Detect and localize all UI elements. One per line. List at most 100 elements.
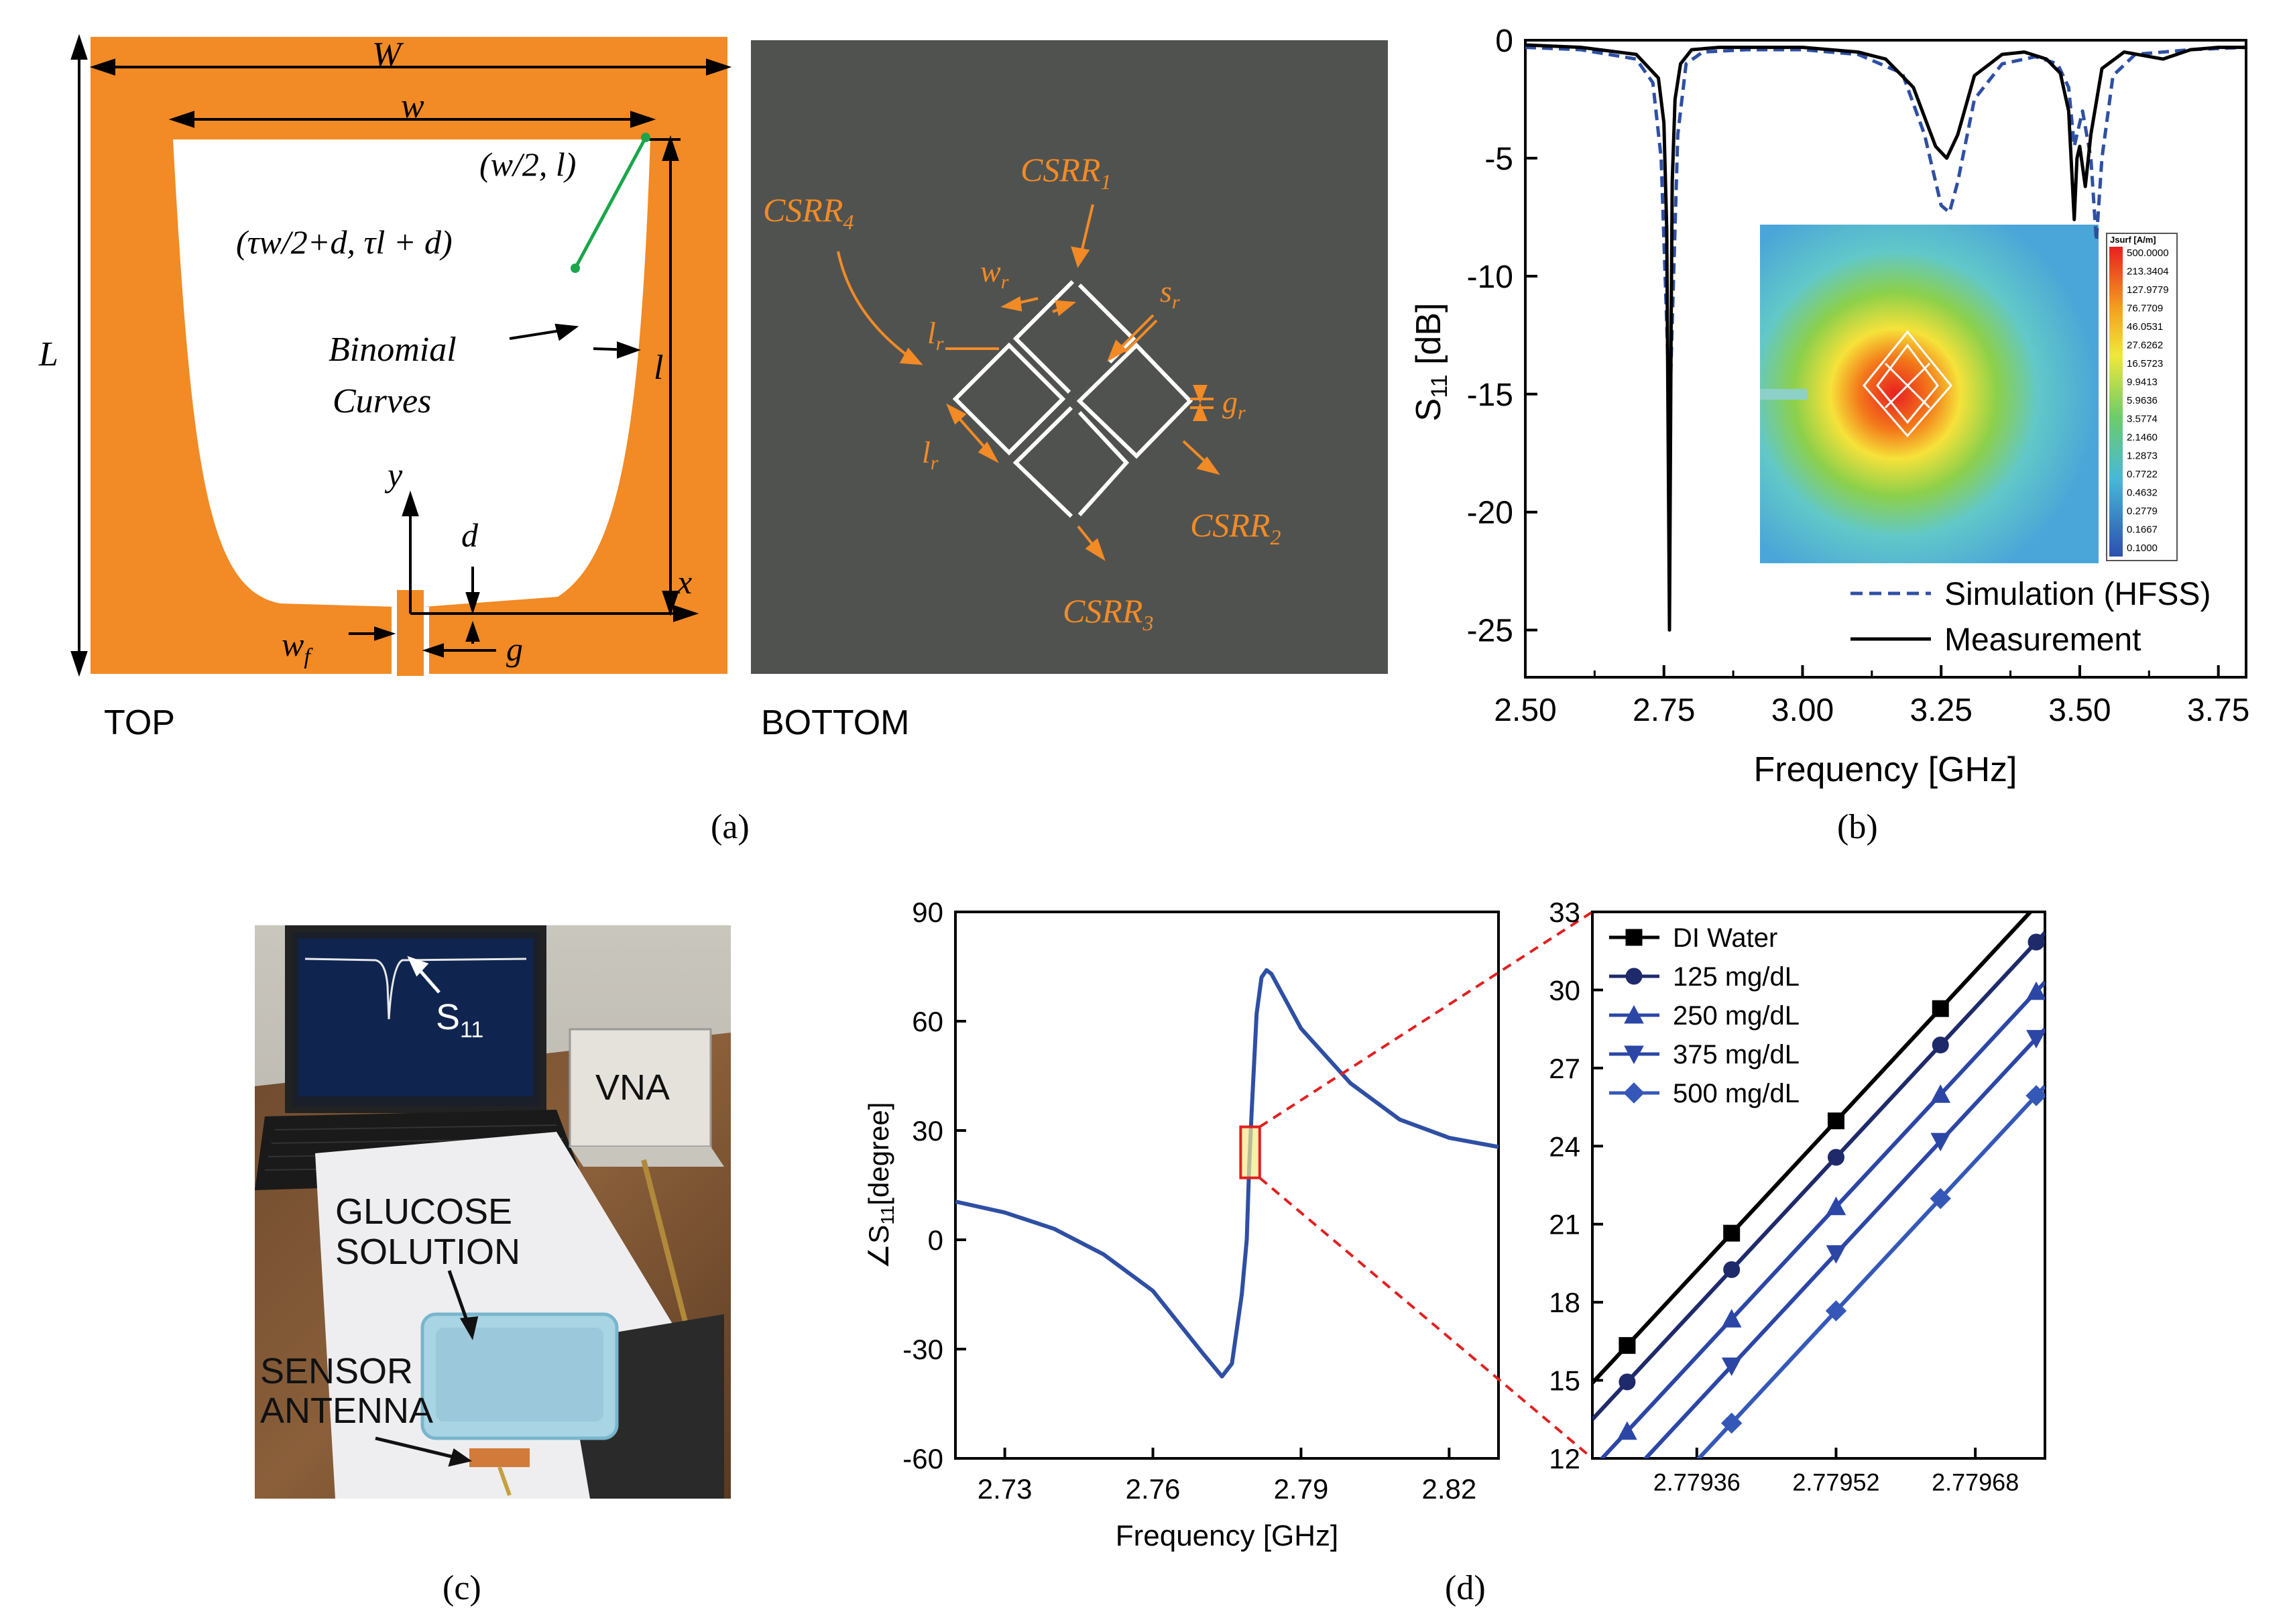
inset-legend-value: 0.2779: [2127, 506, 2158, 517]
b-series-measurement: [1525, 43, 2246, 632]
b-ylabel: S11 [dB]: [1409, 303, 1452, 422]
lr1-label: lr: [927, 316, 944, 355]
tau-arrow: [573, 136, 648, 270]
d-ytick-label: -30: [902, 1334, 943, 1365]
dz-ytick-label: 27: [1549, 1053, 1580, 1084]
binomial-label-1: Binomial: [329, 331, 457, 369]
b-xtick-label: 3.00: [1771, 693, 1834, 728]
b-xticks: 2.50 2.75 3.00 3.25 3.50 3.75: [1494, 665, 2249, 728]
d-xticks: 2.73 2.76 2.79 2.82: [978, 1448, 1476, 1505]
d-ylabel: ∠S11[degree]: [863, 1102, 898, 1269]
dz-marker: [2025, 1085, 2045, 1106]
csrr-4-ring: [952, 342, 1066, 456]
panel-a-top: W w L l (w/2, l) (τw/2+d, τl + d) Binomi…: [38, 34, 732, 742]
b-ytick-label: 0: [1495, 23, 1513, 59]
w-label: w: [401, 87, 424, 125]
inset-legend-value: 213.3404: [2127, 266, 2169, 278]
dz-marker: [1623, 1082, 1645, 1104]
dz-ytick-label: 33: [1549, 896, 1580, 928]
legend-meas-label: Measurement: [1944, 622, 2141, 658]
l-label: l: [654, 349, 663, 387]
dz-series-line: [1643, 1027, 2045, 1458]
caption-c: (c): [443, 1569, 481, 1607]
d-xtick-label: 2.76: [1126, 1473, 1181, 1505]
b-ytick-label: -10: [1467, 259, 1513, 295]
binomial-slot: [173, 139, 650, 626]
zoom-box: [1239, 1125, 1261, 1179]
inset-legend-value: 9.9413: [2127, 377, 2158, 388]
dz-marker: [1930, 1133, 1951, 1152]
b-yticks: 0 -5 -10 -15 -20 -25: [1467, 23, 1537, 649]
inset-legend-value: 0.4632: [2127, 487, 2158, 499]
d-ytick-label: 0: [928, 1224, 943, 1256]
g-label: g: [506, 630, 523, 668]
dz-legend-label: 125 mg/dL: [1673, 962, 1800, 992]
dz-marker: [1617, 1421, 1637, 1440]
wr-label: wr: [980, 254, 1009, 293]
dz-xticks: 2.77936 2.77952 2.77968: [1653, 1448, 2019, 1496]
dz-xtick-label: 2.77968: [1932, 1468, 2019, 1496]
dz-legend-label: 500 mg/dL: [1673, 1079, 1800, 1108]
panel-c-photo: S11 VNA GLUCOSE SOLUTION SENSOR ANTENNA: [255, 925, 731, 1499]
c-glucose-label-1: GLUCOSE: [335, 1192, 512, 1232]
dz-ytick-label: 21: [1549, 1209, 1580, 1240]
inset-legend-value: 1.2873: [2127, 451, 2158, 462]
dz-legend-label: 375 mg/dL: [1673, 1040, 1800, 1069]
dz-marker: [2026, 1030, 2045, 1049]
dz-legend-label: DI Water: [1673, 923, 1777, 953]
d-plot-frame: [954, 911, 1500, 1460]
point-inner-label: (τw/2+d, τl + d): [236, 223, 453, 261]
inset-legend-value: 76.7709: [2127, 303, 2163, 314]
dz-marker: [1624, 1045, 1644, 1065]
sr-label: sr: [1160, 274, 1180, 313]
caption-a: (a): [711, 808, 750, 846]
d-zoom-box: [1239, 911, 1594, 1460]
L-label: L: [38, 335, 58, 373]
dz-legend: DI Water 125 mg/dL 250 mg/dL 375 mg/dL 500 m…: [1609, 923, 1800, 1108]
dz-legend-label: 250 mg/dL: [1673, 1001, 1800, 1031]
inset-legend-value: 16.5723: [2127, 358, 2163, 369]
inset-legend-value: 500.0000: [2127, 247, 2169, 259]
dz-marker: [1723, 1224, 1741, 1242]
dz-ytick-label: 12: [1549, 1443, 1580, 1474]
x-label: x: [677, 563, 692, 601]
dz-marker: [1720, 1412, 1743, 1434]
dz-ytick-label: 24: [1549, 1130, 1580, 1162]
dz-series-line: [1696, 1084, 2045, 1458]
d-ytick-label: 60: [912, 1006, 943, 1037]
panel-a-bottom: CSRR1 CSRR4 CSRR2 CSRR3 wr sr lr lr gr B…: [751, 40, 1388, 742]
dz-ytick-label: 30: [1549, 974, 1580, 1006]
csrr-3-ring: [1012, 406, 1130, 518]
dz-series-line: [1592, 912, 2034, 1385]
dz-marker: [1827, 1112, 1844, 1130]
panel-b: 0 -5 -10 -15 -20 -25 2.50 2.75 3.00 3.25 3.50 3.75…: [1409, 23, 2249, 789]
dz-marker: [1723, 1261, 1741, 1278]
csrr4-label: CSRR4: [763, 191, 854, 234]
d-series: [955, 968, 1499, 1379]
dz-marker: [1826, 1245, 1846, 1264]
d-xtick-label: 2.82: [1421, 1473, 1476, 1505]
y-label: y: [384, 456, 403, 494]
inset-legend-values: 500.0000 213.3404 127.9779 76.7709 46.0531 27…: [2127, 247, 2169, 554]
dz-xtick-label: 2.77952: [1792, 1468, 1879, 1496]
inset-legend-value: 2.1460: [2127, 432, 2158, 443]
inset-legend-title: Jsurf [A/m]: [2110, 235, 2156, 245]
gr-label: gr: [1222, 385, 1246, 424]
zoom-connector-bottom: [1258, 1177, 1594, 1460]
dz-yticks: 33 30 27 24 21 18 15 12: [1549, 896, 1603, 1474]
b-ytick-label: -5: [1484, 141, 1513, 177]
d-xlabel: Frequency [GHz]: [1116, 1519, 1339, 1552]
bottom-label: BOTTOM: [761, 703, 909, 742]
dz-plot-frame: [1591, 911, 2046, 1460]
point-outer-label: (w/2, l): [479, 146, 576, 183]
feed-gap-right: [424, 607, 429, 674]
caption-d: (d): [1445, 1569, 1486, 1607]
dz-series-line: [1592, 931, 2045, 1421]
feed-gap-left: [392, 607, 397, 674]
csrr3-label: CSRR3: [1063, 592, 1153, 635]
b-xtick-label: 3.75: [2187, 693, 2249, 728]
b-series-simulation: [1525, 46, 2247, 420]
dz-marker: [2028, 933, 2045, 951]
inset-surface-current: Jsurf [A/m] 500.0000 213.3404 127.9779 76.7…: [1760, 225, 2178, 563]
dz-series-line: [1599, 980, 2045, 1458]
